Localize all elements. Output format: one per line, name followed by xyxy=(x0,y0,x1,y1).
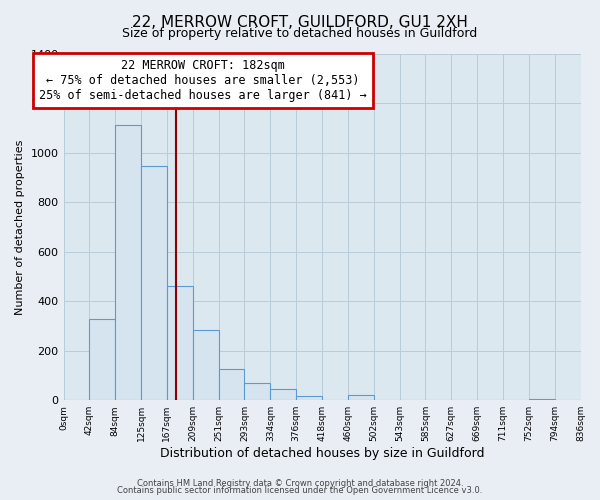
Text: Size of property relative to detached houses in Guildford: Size of property relative to detached ho… xyxy=(122,28,478,40)
Bar xyxy=(218,368,244,400)
Bar xyxy=(348,396,374,400)
Bar xyxy=(89,319,115,400)
Bar xyxy=(193,330,218,400)
Text: Contains public sector information licensed under the Open Government Licence v3: Contains public sector information licen… xyxy=(118,486,482,495)
Text: 22, MERROW CROFT, GUILDFORD, GU1 2XH: 22, MERROW CROFT, GUILDFORD, GU1 2XH xyxy=(132,15,468,30)
Text: Contains HM Land Registry data © Crown copyright and database right 2024.: Contains HM Land Registry data © Crown c… xyxy=(137,478,463,488)
X-axis label: Distribution of detached houses by size in Guildford: Distribution of detached houses by size … xyxy=(160,447,484,460)
Y-axis label: Number of detached properties: Number of detached properties xyxy=(15,140,25,315)
Bar xyxy=(271,389,296,400)
Bar xyxy=(529,399,554,400)
Bar xyxy=(296,396,322,400)
Bar xyxy=(115,125,141,400)
Bar xyxy=(244,384,271,400)
Bar xyxy=(141,166,167,400)
Bar xyxy=(167,286,193,400)
Text: 22 MERROW CROFT: 182sqm
← 75% of detached houses are smaller (2,553)
25% of semi: 22 MERROW CROFT: 182sqm ← 75% of detache… xyxy=(39,59,367,102)
